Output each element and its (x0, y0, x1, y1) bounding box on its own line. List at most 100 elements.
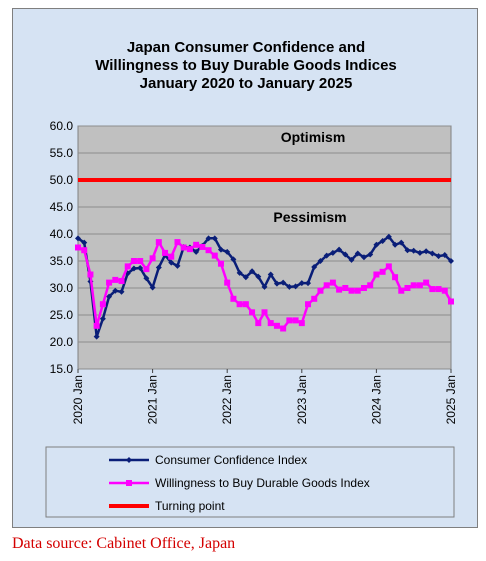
data-point (441, 252, 448, 259)
data-point (329, 249, 336, 256)
data-point (348, 256, 355, 263)
data-point (398, 287, 405, 294)
data-point (99, 315, 106, 322)
data-point (342, 285, 349, 291)
data-point (168, 259, 175, 266)
data-point (398, 239, 405, 246)
y-tick-label: 20.0 (50, 335, 74, 349)
data-point (336, 286, 343, 293)
data-point (385, 233, 392, 240)
data-point (174, 262, 181, 269)
data-point (429, 286, 436, 293)
data-point (180, 244, 187, 251)
data-point (93, 333, 100, 340)
data-point (348, 287, 355, 294)
data-point (174, 239, 181, 246)
data-point (199, 243, 206, 250)
data-point (118, 277, 125, 284)
data-point (242, 274, 249, 281)
data-point (224, 279, 231, 286)
data-point (286, 317, 293, 324)
data-point (298, 280, 305, 287)
data-point (292, 283, 299, 290)
data-point (329, 279, 336, 286)
data-point (205, 235, 212, 242)
data-point (317, 258, 324, 264)
data-point (441, 287, 448, 294)
pessimism-label: Pessimism (273, 209, 346, 225)
data-point (273, 322, 280, 329)
data-point (379, 238, 386, 245)
chart-title-line-1: Japan Consumer Confidence and (127, 39, 365, 56)
data-point (392, 241, 399, 248)
data-point (323, 282, 330, 289)
data-point (373, 241, 380, 248)
data-point (267, 271, 274, 278)
data-point (360, 254, 367, 261)
legend-item: Turning point (109, 499, 225, 513)
data-point (298, 320, 305, 327)
data-point (87, 271, 94, 278)
series-0 (75, 233, 454, 340)
data-point (224, 248, 231, 255)
x-tick-label: 2021 Jan (146, 375, 160, 424)
data-point (130, 265, 137, 272)
chart-title-line-3: January 2020 to January 2025 (140, 75, 353, 92)
data-point (242, 301, 249, 308)
series-layer (75, 178, 454, 340)
data-point (193, 241, 200, 248)
data-point (342, 251, 349, 258)
data-point (267, 320, 274, 327)
data-point (155, 239, 162, 246)
data-point (273, 280, 280, 287)
data-point (93, 322, 100, 329)
chart-title-line-2: Willingness to Buy Durable Goods Indices (95, 57, 397, 74)
data-point (205, 247, 212, 254)
y-tick-label: 15.0 (50, 362, 74, 376)
x-tick-label: 2023 Jan (295, 375, 309, 424)
data-point (435, 253, 442, 260)
data-point (155, 264, 162, 271)
data-point (423, 248, 430, 255)
x-tick-label: 2022 Jan (220, 375, 234, 424)
y-tick-label: 50.0 (50, 173, 74, 187)
data-point (249, 309, 256, 316)
data-point (106, 279, 113, 286)
data-point (416, 282, 423, 289)
data-point (211, 252, 218, 259)
data-point (373, 271, 380, 278)
data-point (323, 252, 330, 259)
data-point (261, 283, 268, 290)
chart-svg: Japan Consumer Confidence and Willingnes… (45, 39, 458, 518)
data-point (311, 295, 318, 302)
data-point (130, 258, 137, 264)
gridlines (78, 125, 451, 370)
series-1 (75, 239, 454, 332)
x-tick-label: 2025 Jan (444, 375, 458, 424)
data-point (149, 284, 156, 291)
data-point (81, 239, 88, 246)
data-point (143, 266, 150, 273)
data-source-note: Data source: Cabinet Office, Japan (12, 535, 236, 552)
data-point (410, 282, 417, 289)
data-point (404, 285, 411, 291)
data-point (236, 301, 243, 308)
y-axis-ticks: 60.0 55.0 50.0 45.0 40.0 35.0 30.0 25.0 20.0 15.0 (50, 119, 74, 376)
data-point (435, 286, 442, 293)
data-point (354, 250, 361, 257)
data-point (137, 265, 144, 272)
chart-frame: Japan Consumer Confidence and Willingnes… (12, 8, 478, 528)
data-point (75, 235, 81, 242)
data-point (385, 263, 392, 270)
data-point (193, 248, 200, 255)
data-point (423, 279, 430, 286)
data-point (305, 301, 312, 308)
y-tick-label: 40.0 (50, 227, 74, 241)
data-point (126, 480, 132, 486)
data-point (379, 268, 386, 275)
data-point (317, 287, 324, 294)
data-point (255, 320, 262, 327)
data-point (137, 258, 144, 264)
legend-item: Consumer Confidence Index (109, 453, 307, 467)
x-axis-ticks: 2020 Jan 2021 Jan 2022 Jan 2023 Jan 2024 Jan… (71, 369, 458, 424)
